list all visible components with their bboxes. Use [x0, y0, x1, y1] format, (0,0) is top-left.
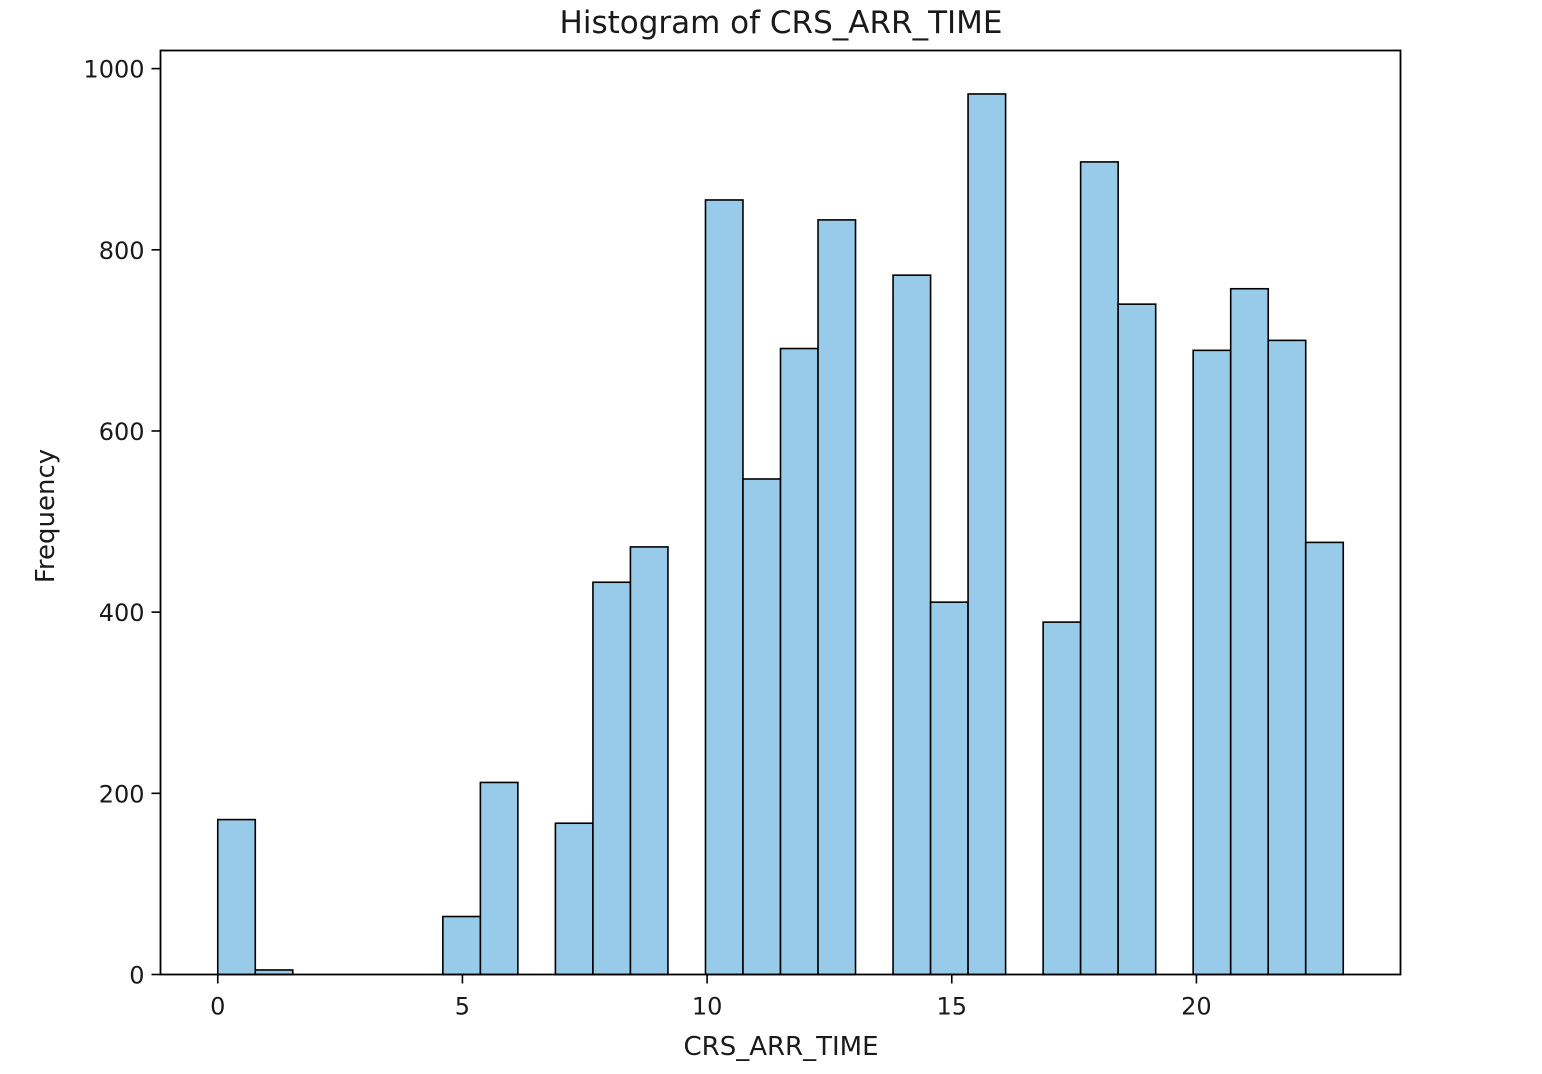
histogram-bar-9: [554, 822, 594, 976]
x-axis-ticks: 0 5 10 15 20: [210, 974, 1212, 1021]
histogram-bar-13: [704, 199, 744, 976]
histogram-bar-23: [1079, 161, 1119, 976]
histogram-bar-10: [592, 581, 632, 976]
histogram-bar-16: [817, 219, 857, 976]
histogram-bar-26: [1192, 349, 1232, 976]
y-axis-ticks: 0 200 400 600 800 1000: [83, 56, 161, 990]
chart-title: Histogram of CRS_ARR_TIME: [560, 5, 1003, 41]
y-axis-label: Frequency: [31, 449, 61, 583]
x-tick-label: 0: [210, 993, 225, 1021]
histogram-bar-14: [742, 478, 782, 976]
histogram-bar-6: [442, 915, 482, 976]
histogram-bar-7: [479, 781, 519, 976]
histogram-bar-27: [1229, 287, 1270, 976]
y-tick-label: 800: [99, 237, 145, 265]
histogram-bar-18: [892, 274, 932, 976]
y-tick-label: 400: [99, 599, 145, 627]
histogram-bar-24: [1117, 303, 1157, 976]
y-tick-label: 1000: [83, 56, 144, 84]
histogram-bar-11: [629, 546, 669, 976]
histogram-bar-20: [967, 93, 1007, 976]
x-axis-label: CRS_ARR_TIME: [683, 1032, 878, 1062]
y-tick-label: 600: [99, 418, 145, 446]
y-tick-label: 0: [129, 962, 144, 990]
x-tick-label: 5: [455, 993, 470, 1021]
histogram-bar-22: [1042, 621, 1082, 976]
histogram-bar-15: [779, 347, 819, 976]
histogram-bar-19: [929, 601, 969, 976]
histogram-bar-28: [1267, 339, 1307, 976]
histogram-bar-29: [1304, 541, 1345, 976]
plot-frame: [159, 49, 1402, 976]
histogram-bar-0: [216, 818, 257, 976]
x-tick-label: 10: [692, 993, 723, 1021]
y-tick-label: 200: [99, 780, 145, 808]
x-tick-label: 20: [1181, 993, 1212, 1021]
bars-group: [216, 93, 1345, 976]
x-tick-label: 15: [936, 993, 967, 1021]
